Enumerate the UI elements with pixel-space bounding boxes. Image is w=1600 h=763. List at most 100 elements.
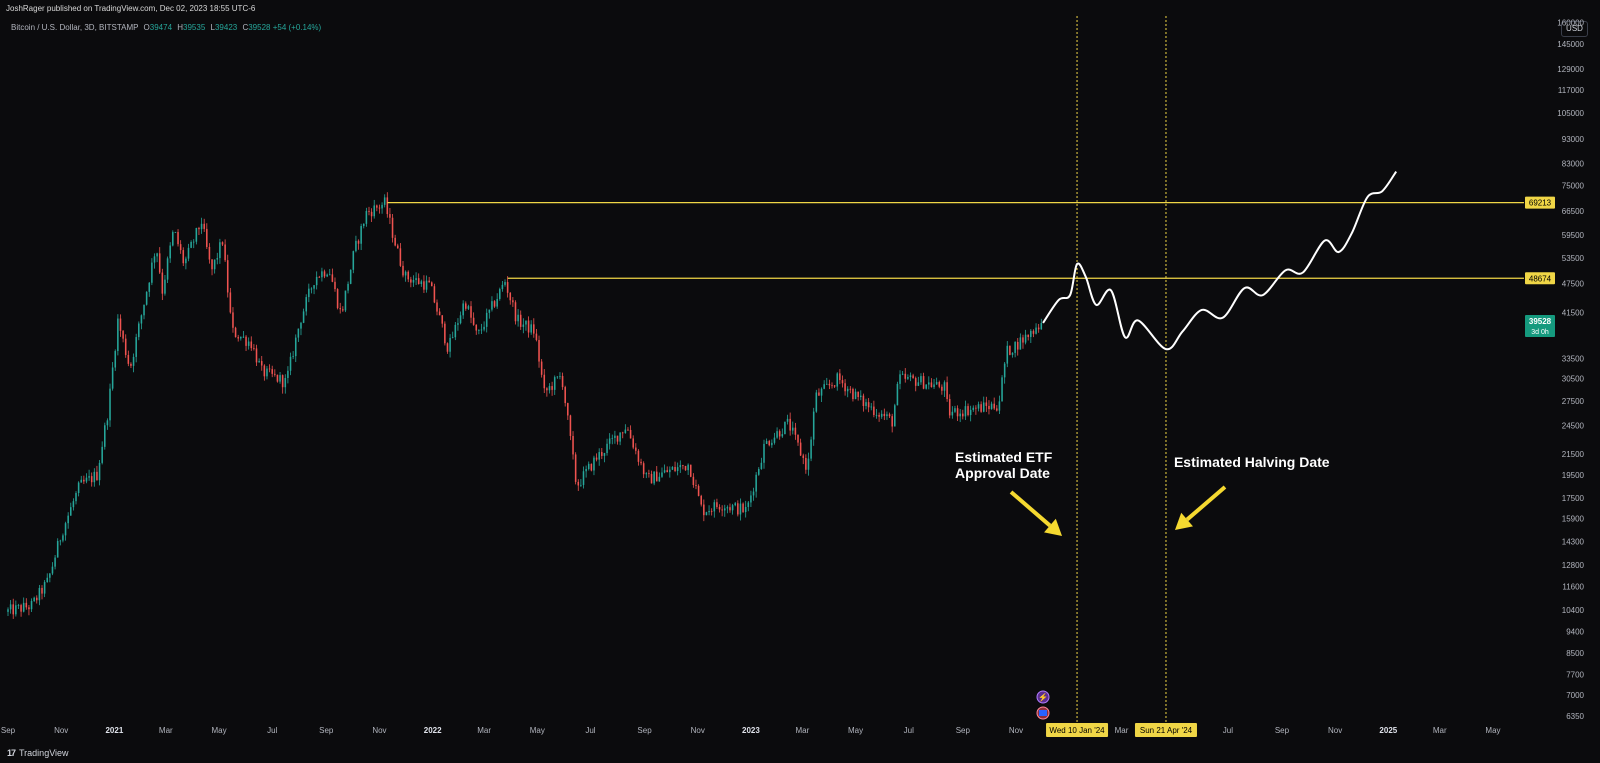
candle-body: [488, 309, 491, 313]
candle-body: [687, 464, 689, 471]
candle-body: [873, 406, 875, 415]
candle-body: [648, 473, 650, 475]
publisher-credit: JoshRager published on TradingView.com, …: [6, 4, 256, 13]
candle-body: [710, 510, 713, 512]
candle-body: [166, 258, 169, 280]
candle-body: [608, 438, 611, 444]
candle-body: [138, 323, 140, 338]
candle-body: [331, 274, 334, 282]
candle-body: [101, 446, 103, 463]
candle-body: [901, 373, 904, 375]
brand-name: TradingView: [19, 748, 69, 758]
time-tick-label: May: [530, 726, 545, 735]
candle-body: [216, 258, 219, 260]
close-value: 39528: [248, 23, 271, 32]
candle-body: [865, 402, 867, 407]
candle-body: [807, 458, 810, 470]
candle-body: [313, 285, 315, 289]
price-tick-label: 75000: [1562, 181, 1585, 190]
price-tick-label: 10400: [1562, 606, 1585, 615]
candle-body: [627, 429, 629, 431]
price-tick-label: 21500: [1562, 450, 1585, 459]
candle-body: [229, 292, 232, 313]
etf-annotation-text: Approval Date: [955, 465, 1050, 481]
candle-body: [729, 507, 731, 511]
candle-body: [977, 404, 980, 409]
candle-body: [436, 302, 438, 312]
candle-body: [376, 205, 378, 208]
level-tag-label: 48674: [1529, 274, 1552, 283]
candle-body: [530, 324, 532, 333]
candle-body: [253, 348, 255, 349]
axis-tags-layer: 69213 48674 Wed 10 Jan '24 Sun 21 Apr '24 39…: [1046, 196, 1555, 737]
candle-body: [815, 392, 818, 412]
candle-body: [467, 306, 470, 309]
candle-body: [535, 333, 538, 341]
candle-body: [794, 427, 797, 435]
price-tick-label: 33500: [1562, 355, 1585, 364]
price-tick-label: 30500: [1562, 375, 1585, 384]
candle-body: [179, 244, 182, 251]
candle-body: [90, 476, 93, 483]
candle-body: [891, 416, 893, 427]
candle-body: [342, 309, 344, 311]
candle-body: [504, 282, 506, 285]
price-tick-label: 15900: [1562, 515, 1585, 524]
candle-body: [569, 415, 572, 436]
candle-body: [606, 443, 608, 453]
candle-body: [854, 391, 857, 400]
candle-body: [514, 302, 517, 322]
candle-body: [820, 388, 823, 396]
candle-body: [449, 337, 451, 352]
candle-body: [459, 315, 462, 324]
candle-body: [778, 431, 781, 437]
candle-body: [611, 437, 614, 439]
candle-body: [417, 278, 420, 284]
candle-body: [161, 272, 164, 294]
candle-body: [85, 477, 88, 482]
candle-body: [182, 250, 185, 264]
candle-body: [812, 411, 815, 440]
candle-body: [192, 241, 195, 243]
footer-bar: [0, 748, 1600, 763]
candle-body: [689, 464, 692, 477]
candle-body: [517, 314, 519, 322]
candle-body: [595, 457, 598, 460]
candle-body: [972, 407, 975, 410]
candle-body: [598, 452, 600, 460]
candle-body: [177, 232, 179, 245]
time-tick-label: Jul: [904, 726, 914, 735]
candle-body: [846, 388, 849, 392]
candle-body: [420, 281, 423, 284]
candle-body: [564, 387, 566, 404]
candle-body: [773, 437, 776, 443]
candle-body: [990, 403, 993, 410]
candle-body: [211, 259, 213, 270]
candle-body: [465, 303, 467, 309]
currency-button[interactable]: USD: [1561, 21, 1588, 37]
candle-body: [870, 406, 873, 408]
flag-icon: [1039, 710, 1047, 716]
candle-body: [642, 463, 645, 475]
economic-event-icon: [1036, 706, 1050, 720]
candle-body: [674, 466, 676, 471]
time-tick-label: Sep: [1275, 726, 1290, 735]
candle-body: [718, 507, 721, 510]
tradingview-logo[interactable]: 17 TradingView: [7, 748, 69, 758]
candle-body: [258, 361, 260, 363]
candle-body: [145, 291, 148, 305]
time-tick-label: Sep: [637, 726, 652, 735]
candle-body: [776, 431, 778, 438]
candle-body: [888, 414, 891, 417]
candle-body: [297, 328, 300, 338]
time-tick-label: Sep: [956, 726, 971, 735]
candle-body: [948, 399, 951, 416]
candle-body: [849, 388, 852, 390]
candle-body: [1019, 337, 1022, 350]
candle-body: [378, 207, 381, 209]
candle-body: [768, 441, 771, 446]
candle-body: [389, 214, 391, 218]
candle-body: [336, 289, 339, 309]
price-tick-label: 17500: [1562, 494, 1585, 503]
